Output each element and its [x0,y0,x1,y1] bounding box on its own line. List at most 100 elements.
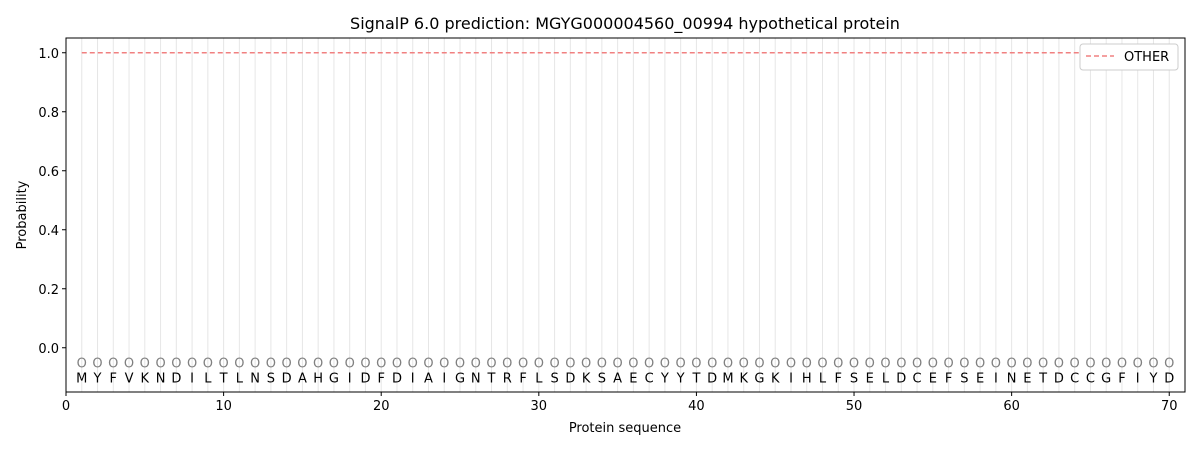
region-label: O [739,357,749,372]
residue-label: K [582,371,591,386]
region-label: O [770,357,780,372]
x-tick-label: 30 [531,399,548,414]
residue-label: E [976,371,984,386]
residue-label: T [1038,371,1047,386]
residue-label: G [754,371,764,386]
region-label: O [991,357,1001,372]
region-label: O [723,357,733,372]
region-label: O [534,357,544,372]
residue-label: F [519,371,526,386]
region-label: O [1164,357,1174,372]
region-label: O [1133,357,1143,372]
residue-label: A [613,371,622,386]
region-label: O [865,357,875,372]
region-label: O [928,357,938,372]
region-label: O [660,357,670,372]
y-tick-label: 0.2 [38,283,59,298]
residue-label: F [835,371,842,386]
residue-label: K [771,371,780,386]
residue-label: Y [660,371,669,386]
y-tick-label: 0.4 [38,224,59,239]
residue-label: N [250,371,260,386]
residue-label: I [789,371,793,386]
region-label: O [77,357,87,372]
region-label: O [203,357,213,372]
region-label: O [1070,357,1080,372]
region-label: O [518,357,528,372]
residue-label: Y [676,371,685,386]
region-label: O [1054,357,1064,372]
residue-label: L [535,371,543,386]
region-label: O [1038,357,1048,372]
legend: OTHER [1079,43,1179,71]
x-tick-label: 70 [1161,399,1178,414]
x-tick-label: 60 [1003,399,1020,414]
region-label: O [754,357,764,372]
residue-label: Y [1149,371,1158,386]
region-label: O [644,357,654,372]
region-label: O [360,357,370,372]
residue-label: C [645,371,654,386]
region-label: O [266,357,276,372]
residue-label: E [929,371,937,386]
residue-label: D [707,371,717,386]
x-axis-label: Protein sequence [569,421,681,436]
y-axis-label: Probability [15,180,30,249]
region-label: O [959,357,969,372]
residue-label: G [329,371,339,386]
residue-label: S [960,371,968,386]
residue-label: A [424,371,433,386]
region-label: O [565,357,575,372]
residue-label: I [190,371,194,386]
region-label: O [471,357,481,372]
region-label: O [912,357,922,372]
residue-label: D [1164,371,1174,386]
y-tick-label: 0.0 [38,342,59,357]
region-label: O [250,357,260,372]
region-label: O [124,357,134,372]
residue-label: S [850,371,858,386]
residue-label: L [204,371,212,386]
residue-label: S [267,371,275,386]
residue-label: H [313,371,323,386]
region-label: O [313,357,323,372]
x-tick-label: 50 [846,399,863,414]
region-label: O [297,357,307,372]
residue-label: G [455,371,465,386]
region-label: O [329,357,339,372]
region-label: O [549,357,559,372]
region-label: O [140,357,150,372]
residue-label: T [691,371,700,386]
residue-label: D [360,371,370,386]
residue-label: F [1118,371,1125,386]
region-label: O [817,357,827,372]
residue-label: C [1070,371,1079,386]
region-label: O [376,357,386,372]
residue-label: D [896,371,906,386]
region-label: O [597,357,607,372]
region-label: O [155,357,165,372]
chart-title: SignalP 6.0 prediction: MGYG000004560_00… [350,14,900,34]
residue-label: H [802,371,812,386]
region-label: O [975,357,985,372]
region-label: O [1101,357,1111,372]
residue-label: E [1023,371,1031,386]
residue-label: A [298,371,307,386]
region-label: O [234,357,244,372]
region-label: O [408,357,418,372]
region-label: O [1022,357,1032,372]
residue-label: D [565,371,575,386]
region-label: O [691,357,701,372]
residue-label: K [141,371,150,386]
legend-box [1079,43,1179,71]
residue-label: E [629,371,637,386]
residue-label: L [819,371,827,386]
residue-label: F [377,371,384,386]
region-label: O [581,357,591,372]
region-label: O [1148,357,1158,372]
residue-label: T [487,371,496,386]
region-label: O [502,357,512,372]
residue-label: F [945,371,952,386]
